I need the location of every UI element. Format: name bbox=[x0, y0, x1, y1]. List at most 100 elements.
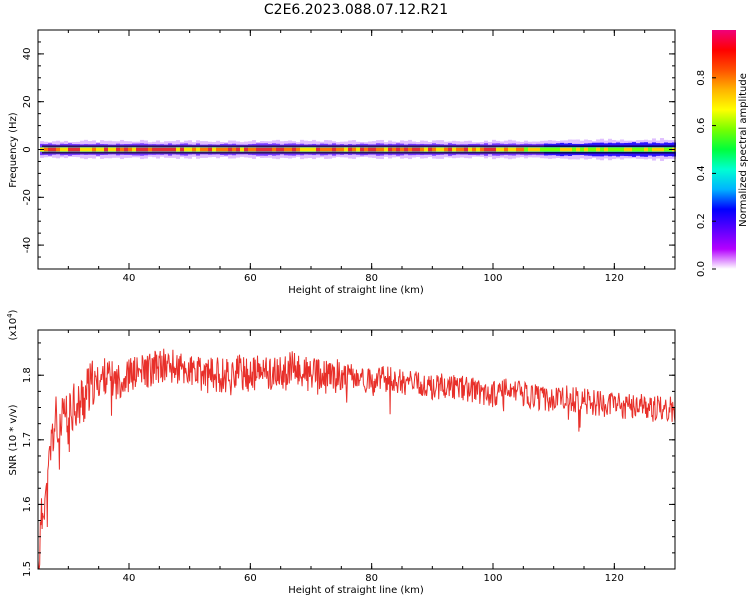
snr-x-tick-label: 60 bbox=[244, 573, 257, 584]
spectrogram-core-cell bbox=[96, 147, 100, 152]
spectrogram-core-cell bbox=[344, 147, 348, 152]
spectrogram-core-cell bbox=[240, 147, 244, 152]
spectrogram-core-cell bbox=[460, 147, 464, 152]
spectrogram-core-cell bbox=[288, 147, 292, 152]
spectrogram-core-cell bbox=[440, 147, 444, 152]
colorbar-label: Normalized spectral amplitude bbox=[738, 73, 749, 227]
snr-x-tick-label: 40 bbox=[123, 573, 136, 584]
spectrogram-core-cell bbox=[388, 147, 392, 152]
spectrogram-y-ticks: -40 -20 0 20 40 bbox=[22, 29, 675, 270]
spectrogram-core-cell bbox=[644, 147, 648, 152]
spectrogram-core-cell bbox=[356, 147, 360, 152]
figure-title: C2E6.2023.088.07.12.R21 bbox=[264, 2, 448, 18]
spectrogram-core-cell bbox=[432, 147, 436, 152]
spectrogram-core-cell bbox=[176, 147, 180, 152]
spectrogram-core-cell bbox=[92, 147, 96, 152]
spectrogram-core-cell bbox=[164, 147, 168, 152]
snr-y-ticks: 1.5 1.6 1.7 1.8 bbox=[22, 342, 675, 577]
spectrogram-core-cell bbox=[516, 147, 520, 152]
spectrogram-core-cell bbox=[104, 147, 108, 152]
colorbar-tick-label: 0.4 bbox=[696, 165, 707, 181]
spectrogram-core-cell bbox=[624, 147, 628, 152]
snr-y-tick-label: 1.8 bbox=[22, 367, 33, 383]
colorbar-tick-label: 0.2 bbox=[696, 213, 707, 229]
spectrogram-core-cell bbox=[600, 147, 604, 152]
spectrogram-core-cell bbox=[188, 147, 192, 152]
spectrogram-core-cell bbox=[292, 147, 296, 152]
spectrogram-core-cell bbox=[496, 147, 500, 152]
spectrogram-core-cell bbox=[284, 147, 288, 152]
colorbar-ticks: 0.0 0.2 0.4 0.6 0.8 bbox=[696, 70, 716, 277]
spectrogram-core-cell bbox=[524, 147, 528, 152]
spectrogram-core-cell bbox=[664, 147, 668, 152]
spectrogram-core-cell bbox=[308, 147, 312, 152]
spectrogram-core-cell bbox=[128, 147, 132, 152]
spectrogram-core-cell bbox=[468, 147, 472, 152]
spectrogram-core-cell bbox=[152, 147, 156, 152]
spectrogram-core-cell bbox=[568, 147, 572, 152]
spectrogram-core-cell bbox=[216, 147, 220, 152]
spectrogram-core-cell bbox=[320, 147, 324, 152]
spectrogram-core-cell bbox=[332, 147, 336, 152]
spectrogram-core-cell bbox=[480, 147, 484, 152]
spectrogram-panel: 40 60 80 100 120 -40 -20 0 20 40 Height of strai… bbox=[8, 29, 676, 296]
spectrogram-core-cell bbox=[336, 147, 340, 152]
spectrogram-core-cell bbox=[560, 147, 564, 152]
spectrogram-core-cell bbox=[120, 147, 124, 152]
spectrogram-core-cell bbox=[472, 147, 476, 152]
snr-y-multiplier: (x104) bbox=[6, 309, 19, 340]
spectrogram-core-cell bbox=[596, 147, 600, 152]
spectrogram-y-tick-label: -40 bbox=[22, 237, 33, 253]
snr-x-axis-label: Height of straight line (km) bbox=[288, 585, 424, 596]
spectrogram-core-cell bbox=[408, 147, 412, 152]
spectrogram-core-cell bbox=[256, 147, 260, 152]
spectrogram-core-cell bbox=[444, 147, 448, 152]
spectrogram-core-cell bbox=[264, 147, 268, 152]
spectrogram-core-cell bbox=[72, 147, 76, 152]
spectrogram-core-cell bbox=[88, 147, 92, 152]
snr-x-tick-label: 100 bbox=[483, 573, 502, 584]
spectrogram-core-cell bbox=[208, 147, 212, 152]
spectrogram-core-cell bbox=[56, 147, 60, 152]
snr-y-axis-label: SNR (10 * v/v) bbox=[8, 404, 19, 475]
colorbar-tick-label: 0.8 bbox=[696, 70, 707, 86]
spectrogram-core-cell bbox=[436, 147, 440, 152]
spectrogram-x-tick-label: 120 bbox=[605, 273, 624, 284]
spectrogram-core-cell bbox=[360, 147, 364, 152]
snr-y-tick-label: 1.7 bbox=[22, 432, 33, 448]
spectrogram-core-cell bbox=[616, 147, 620, 152]
spectrogram-core-cell bbox=[376, 147, 380, 152]
spectrogram-core-cell bbox=[276, 147, 280, 152]
spectrogram-core-cell bbox=[368, 147, 372, 152]
spectrogram-core-cell bbox=[452, 147, 456, 152]
spectrogram-core-cell bbox=[80, 147, 84, 152]
spectrogram-core-cell bbox=[144, 147, 148, 152]
spectrogram-x-tick-label: 40 bbox=[123, 273, 136, 284]
spectrogram-core-cell bbox=[84, 147, 88, 152]
spectrogram-band bbox=[40, 137, 676, 162]
spectrogram-core-cell bbox=[132, 147, 136, 152]
spectrogram-core-cell bbox=[236, 147, 240, 152]
spectrogram-core-cell bbox=[448, 147, 452, 152]
spectrogram-core-cell bbox=[48, 147, 52, 152]
spectrogram-core-cell bbox=[268, 147, 272, 152]
spectrogram-core-cell bbox=[552, 147, 556, 152]
spectrogram-y-tick-label: 20 bbox=[22, 95, 33, 108]
snr-x-tick-label: 120 bbox=[605, 573, 624, 584]
spectrogram-core-cell bbox=[272, 147, 276, 152]
spectrogram-core-cell bbox=[304, 147, 308, 152]
spectrogram-core-cell bbox=[400, 147, 404, 152]
spectrogram-core-cell bbox=[556, 147, 560, 152]
spectrogram-core-cell bbox=[656, 147, 660, 152]
spectrogram-core-cell bbox=[384, 147, 388, 152]
spectrogram-core-cell bbox=[248, 147, 252, 152]
spectrogram-core-cell bbox=[416, 147, 420, 152]
spectrogram-core-cell bbox=[160, 147, 164, 152]
spectrogram-core-cell bbox=[456, 147, 460, 152]
spectrogram-core-cell bbox=[352, 147, 356, 152]
spectrogram-core-cell bbox=[588, 147, 592, 152]
spectrogram-core-cell bbox=[536, 147, 540, 152]
spectrogram-core-cell bbox=[232, 147, 236, 152]
spectrogram-x-axis-label: Height of straight line (km) bbox=[288, 285, 424, 296]
